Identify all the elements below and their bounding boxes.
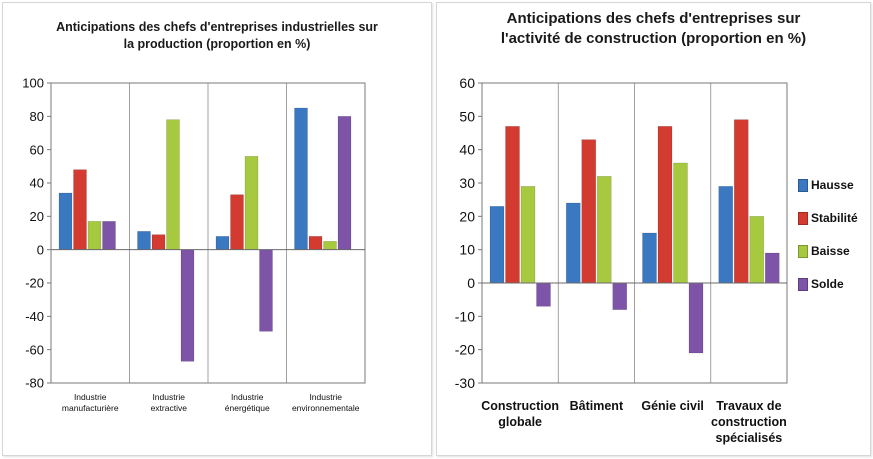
bar xyxy=(505,126,520,284)
bar xyxy=(764,252,780,284)
y-tick-label: 50 xyxy=(459,108,475,124)
legend-item: Stabilité xyxy=(798,211,858,226)
bar xyxy=(489,206,505,284)
y-tick-label: 20 xyxy=(30,209,44,224)
legend-item: Solde xyxy=(798,277,844,292)
y-tick-label: -20 xyxy=(25,276,44,291)
y-tick-label: -20 xyxy=(455,342,475,358)
legend-item: Baisse xyxy=(798,244,850,259)
bar xyxy=(215,236,230,250)
bar xyxy=(102,221,116,250)
legend-swatch xyxy=(798,278,808,292)
bar xyxy=(137,231,151,250)
bar xyxy=(87,221,102,250)
bar xyxy=(642,232,657,284)
legend-label: Solde xyxy=(811,277,844,291)
chart-marks: -30 -20 -10 0 10 20 30 40 50 60 Construction global… xyxy=(455,75,788,445)
chart-construction: Anticipations des chefs d'entreprises su… xyxy=(436,2,871,456)
bar xyxy=(337,116,352,250)
legend-swatch xyxy=(798,212,808,226)
y-tick-label: 80 xyxy=(30,109,44,124)
plot-area: -80 -60 -40 -20 0 20 40 60 80 100 Industrie manufac… xyxy=(22,76,366,413)
bar xyxy=(749,216,765,284)
bar xyxy=(612,282,628,310)
y-tick-label: 60 xyxy=(30,142,44,157)
y-tick-label: -10 xyxy=(455,308,475,324)
chart-title-line-1: Anticipations des chefs d'entreprises su… xyxy=(506,10,801,27)
bar xyxy=(536,282,551,307)
y-tick-label: -40 xyxy=(25,309,44,324)
bar xyxy=(259,249,273,332)
x-category-label: Génie civil xyxy=(641,399,704,413)
y-tick-label: -30 xyxy=(455,375,475,391)
x-category-label: Industrie extractive xyxy=(151,392,188,413)
y-tick-label: 20 xyxy=(459,208,475,224)
y-tick-label: 40 xyxy=(30,176,44,191)
bar xyxy=(673,162,688,284)
y-tick-label: -80 xyxy=(25,376,44,391)
chart-title-line-2: la production (proportion en %) xyxy=(123,36,311,51)
bar xyxy=(151,234,166,250)
chart-production: Anticipations des chefs d'entreprises in… xyxy=(2,2,432,456)
x-category-label: Industrie manufacturière xyxy=(62,392,119,413)
bar xyxy=(520,186,536,284)
chart-title: Anticipations des chefs d'entreprises in… xyxy=(3,19,431,53)
y-tick-label: 0 xyxy=(37,242,44,257)
bar xyxy=(180,249,195,362)
y-tick-label: 30 xyxy=(459,175,475,191)
legend-label: Baisse xyxy=(811,244,850,258)
y-tick-label: 60 xyxy=(459,75,475,91)
bar xyxy=(230,194,244,250)
bar xyxy=(308,236,323,250)
x-category-label: Industrie environnementale xyxy=(292,392,360,413)
chart-title: Anticipations des chefs d'entreprises su… xyxy=(437,9,870,50)
legend-swatch xyxy=(798,245,808,259)
bar xyxy=(166,119,180,250)
chart-title-line-1: Anticipations des chefs d'entreprises in… xyxy=(56,20,378,34)
bar xyxy=(58,192,73,250)
x-category-label: Bâtiment xyxy=(570,399,624,413)
plot-area: -30 -20 -10 0 10 20 30 40 50 60 Construction global… xyxy=(455,75,788,445)
bar xyxy=(244,156,259,250)
y-tick-label: 0 xyxy=(467,275,475,291)
legend-label: Stabilité xyxy=(811,211,858,225)
bar xyxy=(733,119,749,284)
bar xyxy=(688,282,704,354)
bar xyxy=(596,176,612,284)
bar xyxy=(657,126,673,284)
chart-marks: -80 -60 -40 -20 0 20 40 60 80 100 Industrie manufac… xyxy=(22,76,366,413)
bar xyxy=(294,107,308,250)
bar xyxy=(718,186,734,284)
y-tick-label: 40 xyxy=(459,142,475,158)
plot-frame xyxy=(481,82,788,384)
bar xyxy=(73,169,87,250)
x-category-label: Industrie énergétique xyxy=(225,392,270,413)
plot-frame xyxy=(50,82,366,384)
legend-label: Hausse xyxy=(811,178,854,192)
y-tick-label: 100 xyxy=(22,76,44,91)
legend-swatch xyxy=(798,179,808,193)
x-category-label: Construction globale xyxy=(481,399,559,429)
bar xyxy=(581,139,597,284)
x-category-label: Travaux de construction spécialisés xyxy=(711,399,787,445)
bar xyxy=(565,202,581,284)
chart-title-line-2: l'activité de construction (proportion e… xyxy=(500,30,807,48)
y-tick-label: -60 xyxy=(25,342,44,357)
bar xyxy=(323,241,337,250)
legend-item: Hausse xyxy=(798,178,854,193)
y-tick-label: 10 xyxy=(459,242,475,258)
